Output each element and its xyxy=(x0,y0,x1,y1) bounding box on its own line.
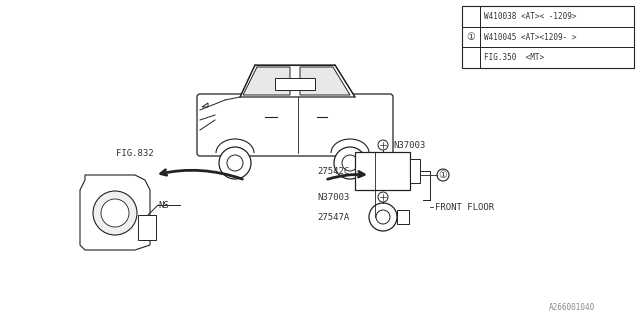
Text: FIG.832: FIG.832 xyxy=(116,149,154,158)
Text: W410045 <AT><1209- >: W410045 <AT><1209- > xyxy=(484,33,577,42)
Circle shape xyxy=(101,199,129,227)
Text: W410038 <AT>< -1209>: W410038 <AT>< -1209> xyxy=(484,12,577,21)
Bar xyxy=(275,78,315,90)
Text: ①: ① xyxy=(467,32,476,42)
Polygon shape xyxy=(80,175,150,250)
Text: N37003: N37003 xyxy=(317,193,350,202)
Bar xyxy=(355,152,410,190)
Bar xyxy=(462,6,634,68)
Text: 27547A: 27547A xyxy=(317,212,350,221)
Circle shape xyxy=(334,147,366,179)
Bar xyxy=(138,215,156,240)
Text: 27542C: 27542C xyxy=(317,166,350,175)
Polygon shape xyxy=(240,65,355,97)
Polygon shape xyxy=(300,67,350,95)
Circle shape xyxy=(342,155,358,171)
Polygon shape xyxy=(202,103,208,107)
FancyBboxPatch shape xyxy=(197,94,393,156)
Text: ①: ① xyxy=(438,170,447,180)
Circle shape xyxy=(93,191,137,235)
Circle shape xyxy=(378,192,388,202)
Circle shape xyxy=(437,169,449,181)
Text: A266001040: A266001040 xyxy=(548,303,595,312)
Circle shape xyxy=(369,203,397,231)
Text: NS: NS xyxy=(158,201,169,210)
Circle shape xyxy=(227,155,243,171)
Circle shape xyxy=(219,147,251,179)
Text: FRONT FLOOR: FRONT FLOOR xyxy=(435,203,494,212)
Polygon shape xyxy=(243,67,290,95)
Text: N37003: N37003 xyxy=(393,140,425,149)
Circle shape xyxy=(378,140,388,150)
Circle shape xyxy=(376,210,390,224)
Bar xyxy=(397,210,409,224)
Bar xyxy=(410,159,420,183)
Text: FIG.350  <MT>: FIG.350 <MT> xyxy=(484,53,544,62)
